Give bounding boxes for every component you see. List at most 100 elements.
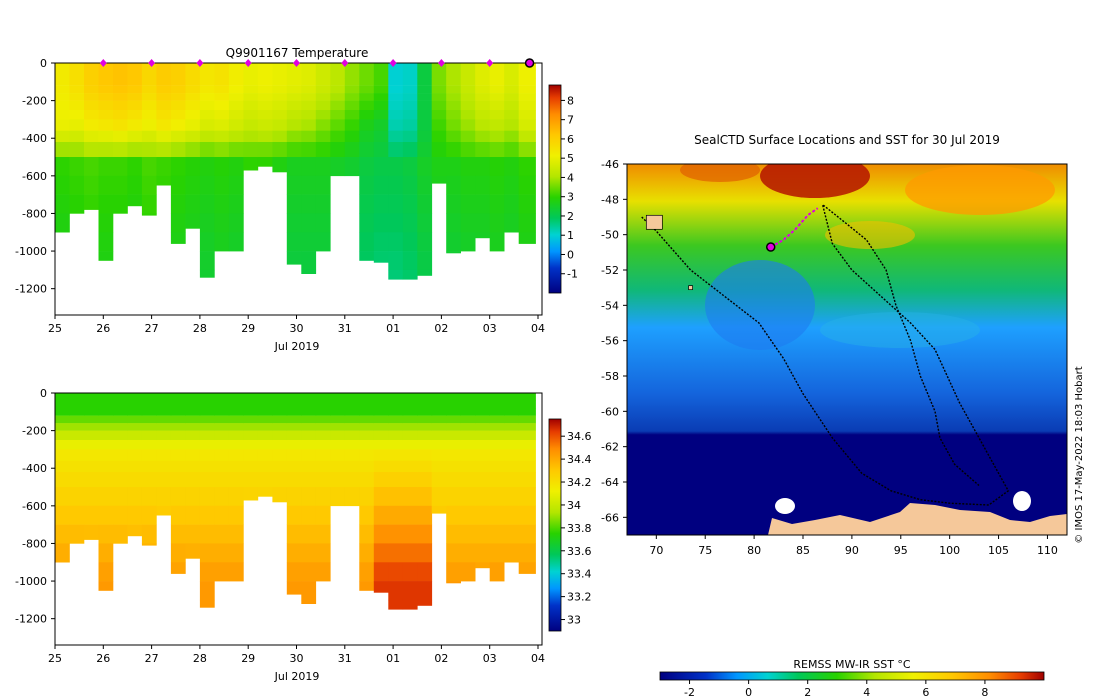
temperature-cell [141, 175, 157, 195]
salinity-ytick-label: -200 [22, 425, 47, 438]
temperature-cell [301, 251, 317, 271]
salinity-cell [460, 562, 476, 582]
salinity-cell [156, 449, 172, 461]
temperature-cell [446, 213, 461, 233]
salinity-cell [257, 460, 273, 473]
temperature-cell [460, 70, 476, 79]
salinity-cell [402, 581, 418, 601]
salinity-cell [446, 408, 461, 416]
salinity-cell [98, 543, 114, 563]
temperature-cell [359, 157, 375, 177]
temperature-cell [199, 78, 215, 86]
salinity-cell [141, 460, 157, 473]
temperature-cell [417, 130, 433, 143]
salinity-cell [518, 423, 536, 431]
temperature-cell [199, 157, 215, 177]
salinity-cell [214, 543, 230, 563]
salinity-cell [170, 505, 186, 525]
ice-patch-west [775, 498, 795, 514]
temperature-cell [84, 93, 99, 101]
temperature-cell [402, 110, 418, 120]
sst-colorbar [659, 671, 1045, 681]
temperature-cell [359, 110, 375, 120]
temperature-cell [431, 70, 447, 79]
temperature-cell [489, 119, 505, 131]
temperature-cell [359, 194, 375, 214]
temperature-cell [504, 142, 519, 158]
ice-patch-east [1013, 491, 1031, 511]
temperature-cell [518, 142, 536, 158]
temperature-cb-label: 3 [567, 191, 574, 204]
temperature-cell [301, 63, 317, 71]
salinity-cell [504, 487, 519, 507]
salinity-cell [388, 415, 404, 424]
temperature-cell [402, 100, 418, 111]
temperature-cell [214, 100, 230, 111]
salinity-cell [417, 599, 433, 606]
salinity-cell [98, 430, 114, 441]
salinity-cell [228, 400, 244, 409]
temperature-cell [272, 110, 288, 120]
salinity-cb-label: 33.2 [567, 591, 592, 604]
temperature-cell [359, 130, 375, 143]
temperature-cell [69, 85, 85, 94]
temperature-cell [359, 119, 375, 131]
temperature-cell [214, 93, 230, 101]
temperature-cell [431, 63, 447, 71]
salinity-cell [475, 562, 490, 569]
temperature-cell [402, 85, 418, 94]
temperature-xtick-label: 03 [483, 322, 497, 335]
temperature-cell [127, 93, 143, 101]
temperature-cell [257, 142, 273, 158]
temperature-cell [156, 70, 172, 79]
temperature-cell [460, 157, 476, 177]
temperature-cell [69, 78, 85, 86]
salinity-cell [475, 524, 490, 544]
salinity-cell [141, 449, 157, 461]
salinity-cell [446, 449, 461, 461]
temperature-cell [286, 194, 302, 214]
sst-cb-label: 4 [863, 686, 870, 699]
salinity-cell [141, 408, 157, 416]
salinity-cell [199, 562, 215, 582]
salinity-cell [373, 449, 389, 461]
temperature-cell [518, 119, 536, 131]
temperature-cell [113, 157, 128, 177]
temperature-cell [446, 100, 461, 111]
temperature-cell [402, 70, 418, 79]
temperature-cell [69, 70, 85, 79]
salinity-cell [417, 400, 433, 409]
salinity-cell [272, 423, 288, 431]
salinity-cell [272, 460, 288, 473]
salinity-cell [286, 415, 302, 424]
salinity-xtick-label: 25 [48, 652, 62, 665]
sst-cb-label: 6 [922, 686, 929, 699]
temperature-cell [199, 142, 215, 158]
salinity-cell [185, 460, 201, 473]
salinity-cell [286, 487, 302, 507]
salinity-cell [228, 440, 244, 450]
temperature-cell [228, 93, 244, 101]
temperature-cell [504, 130, 519, 143]
islands [645, 214, 693, 291]
temperature-cell [272, 130, 288, 143]
temperature-cell [98, 194, 114, 214]
temperature-cell [330, 157, 346, 177]
salinity-cell [286, 460, 302, 473]
temperature-cell [98, 251, 114, 261]
profile-marker [196, 59, 204, 67]
salinity-xtick-label: 26 [96, 652, 110, 665]
salinity-cell [55, 524, 70, 544]
salinity-cell [504, 440, 519, 450]
map-ytick-label: -64 [601, 476, 619, 489]
temperature-cell [330, 110, 346, 120]
temperature-cell [170, 78, 186, 86]
salinity-cell [431, 423, 447, 431]
salinity-cell [98, 472, 114, 488]
temperature-cell [315, 194, 331, 214]
salinity-cell [518, 393, 536, 401]
temperature-cell [359, 93, 375, 101]
temperature-cell [388, 110, 404, 120]
salinity-cell [301, 460, 317, 473]
salinity-cell [84, 524, 99, 540]
